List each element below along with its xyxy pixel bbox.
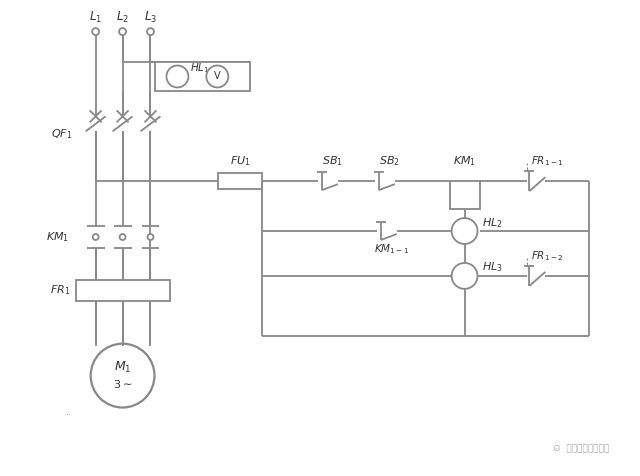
Circle shape bbox=[166, 66, 188, 88]
Text: $3\sim$: $3\sim$ bbox=[113, 377, 132, 389]
Text: $FR_1$: $FR_1$ bbox=[51, 283, 71, 297]
Text: $KM_1$: $KM_1$ bbox=[453, 154, 476, 168]
Circle shape bbox=[206, 66, 228, 88]
Text: $SB_1$: $SB_1$ bbox=[321, 154, 342, 168]
Text: $SB_2$: $SB_2$ bbox=[380, 154, 400, 168]
Bar bbox=[76, 280, 170, 301]
Text: $HL_3$: $HL_3$ bbox=[481, 260, 502, 274]
Text: $FR_{1-1}$: $FR_{1-1}$ bbox=[531, 154, 564, 168]
Text: $L_2$: $L_2$ bbox=[116, 10, 129, 25]
Text: V: V bbox=[214, 71, 221, 81]
Circle shape bbox=[147, 234, 154, 240]
Text: $M_1$: $M_1$ bbox=[114, 360, 131, 375]
Text: ⊙  电工技术知识学习: ⊙ 电工技术知识学习 bbox=[553, 445, 609, 453]
Bar bbox=[156, 61, 250, 91]
Text: $HL_1$: $HL_1$ bbox=[190, 61, 210, 75]
Text: $QF_1$: $QF_1$ bbox=[51, 128, 73, 141]
Text: $FR_{1-2}$: $FR_{1-2}$ bbox=[531, 249, 564, 263]
Circle shape bbox=[452, 218, 477, 244]
Text: $FU_1$: $FU_1$ bbox=[230, 154, 251, 168]
Circle shape bbox=[92, 28, 99, 35]
Text: $KM_1$: $KM_1$ bbox=[67, 413, 71, 418]
Text: $HL_2$: $HL_2$ bbox=[481, 216, 502, 230]
Circle shape bbox=[93, 234, 99, 240]
Text: $KM_{1-1}$: $KM_{1-1}$ bbox=[374, 242, 410, 256]
Circle shape bbox=[120, 234, 125, 240]
Circle shape bbox=[452, 263, 477, 289]
Text: $L_3$: $L_3$ bbox=[144, 10, 157, 25]
Text: $L_1$: $L_1$ bbox=[89, 10, 102, 25]
Circle shape bbox=[147, 28, 154, 35]
Circle shape bbox=[91, 344, 154, 407]
Text: $KM_1$: $KM_1$ bbox=[45, 230, 68, 244]
Circle shape bbox=[119, 28, 126, 35]
Bar bbox=[218, 173, 262, 189]
Bar bbox=[450, 181, 479, 209]
